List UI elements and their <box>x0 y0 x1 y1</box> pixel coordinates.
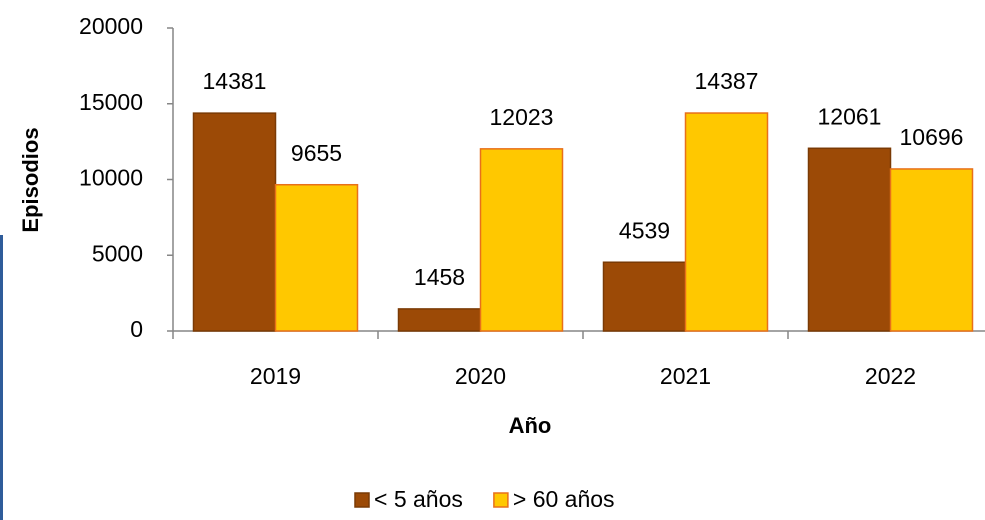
x-tick-label: 2019 <box>250 363 301 389</box>
x-tick-label: 2021 <box>660 363 711 389</box>
y-tick-label: 5000 <box>92 240 143 266</box>
bar <box>192 112 277 332</box>
x-axis-label: Año <box>509 413 552 438</box>
y-axis-label: Episodios <box>18 127 43 232</box>
data-label: 12023 <box>490 104 554 130</box>
bar <box>807 147 892 332</box>
legend-label: > 60 años <box>513 486 615 512</box>
bar <box>602 261 687 332</box>
x-tick-label: 2020 <box>455 363 506 389</box>
data-label: 10696 <box>900 124 964 150</box>
data-label: 9655 <box>291 140 342 166</box>
y-tick-label: 20000 <box>79 13 143 39</box>
bar <box>479 148 564 332</box>
bar <box>274 183 359 332</box>
legend-swatch <box>354 492 370 508</box>
y-tick-label: 15000 <box>79 89 143 115</box>
legend-swatch <box>493 492 509 508</box>
x-tick-label: 2022 <box>865 363 916 389</box>
legend-label: < 5 años <box>374 486 463 512</box>
data-label: 1458 <box>414 264 465 290</box>
bar <box>684 112 769 332</box>
data-label: 12061 <box>818 103 882 129</box>
bar <box>397 308 482 332</box>
data-label: 14381 <box>203 68 267 94</box>
y-tick-label: 0 <box>130 316 143 342</box>
data-label: 4539 <box>619 217 670 243</box>
y-tick-label: 10000 <box>79 165 143 191</box>
data-label: 14387 <box>695 68 759 94</box>
bar <box>889 168 974 332</box>
